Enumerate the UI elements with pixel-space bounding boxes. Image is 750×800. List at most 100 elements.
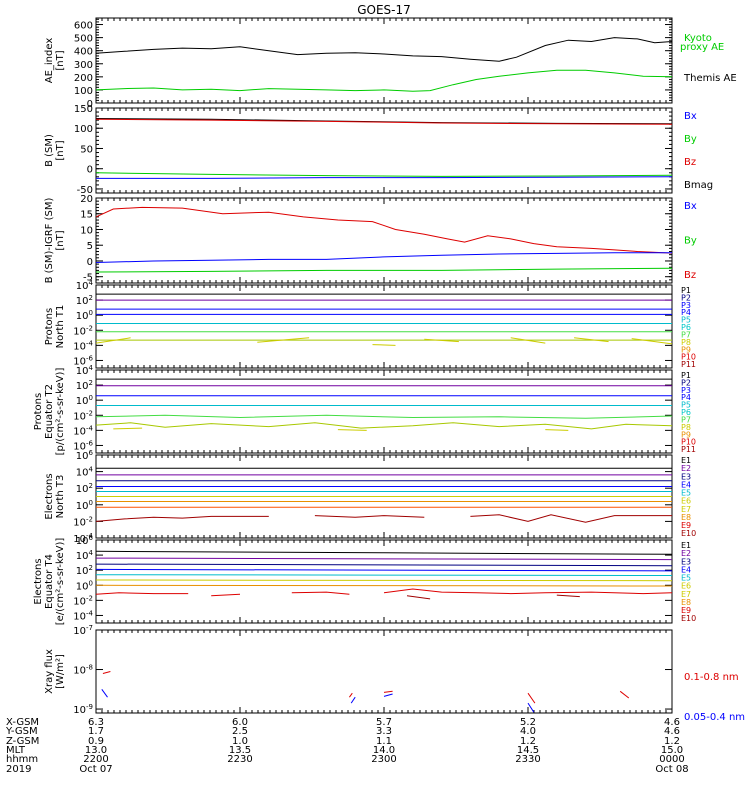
panel-3: 20 15 10 5 0 -5 B (SM)-IGRF (SM) [nT] Bx By Bz	[44, 194, 697, 284]
y-axis-label: Protons	[44, 308, 55, 345]
legend-label: P10	[681, 353, 696, 362]
series-segment	[510, 337, 546, 344]
series-segment	[383, 693, 393, 697]
panel-frame	[95, 369, 673, 454]
series-segment	[470, 514, 672, 523]
y-axis-label: [W/m²]	[55, 654, 66, 689]
legend-label: E6	[681, 582, 691, 591]
x-axis-row-label: Y-GSM	[5, 726, 38, 737]
legend-label: E9	[681, 606, 691, 615]
x-axis-value: 4.6	[664, 717, 680, 728]
y-axis-label: Protons	[33, 393, 44, 430]
y-tick-label: 10-4	[73, 424, 93, 437]
x-axis-row-label: MLT	[6, 745, 26, 756]
legend-label: Bmag	[684, 180, 713, 191]
legend-label: E3	[681, 557, 691, 566]
y-tick-label: 100	[76, 309, 93, 322]
y-axis-label: Equator T4	[44, 554, 55, 609]
y-axis-label: Xray flux	[44, 649, 55, 694]
series-segment	[574, 337, 609, 343]
y-axis-label: [nT]	[55, 50, 66, 70]
y-tick-label: 100	[74, 86, 93, 97]
y-tick-label: 300	[74, 60, 93, 71]
series-line	[95, 206, 673, 254]
y-tick-label: 10-8	[73, 664, 93, 677]
legend-label: E5	[681, 489, 691, 498]
y-tick-label: 10	[80, 225, 93, 236]
series-segment	[556, 594, 580, 598]
legend-label: E9	[681, 521, 691, 530]
series-segment	[527, 702, 535, 713]
y-tick-label: 104	[76, 364, 94, 377]
x-axis-value: 14.5	[517, 745, 539, 756]
figure-title: GOES-17	[357, 3, 411, 17]
series-segment	[424, 338, 459, 343]
legend-label: P7	[681, 330, 691, 339]
series-line	[95, 557, 673, 561]
y-tick-label: 106	[76, 534, 94, 547]
series-line	[95, 267, 673, 273]
y-tick-label: 500	[74, 34, 93, 45]
y-axis-label: Electrons	[44, 473, 55, 519]
legend-label: P11	[681, 445, 696, 454]
y-tick-label: 400	[74, 47, 93, 58]
panel-frame	[95, 107, 673, 194]
series-segment	[383, 588, 673, 595]
y-axis-label: [nT]	[55, 230, 66, 250]
series-segment	[257, 337, 310, 343]
legend-label: E1	[681, 541, 691, 550]
y-axis-label: Electrons	[33, 558, 44, 604]
legend-label: E2	[681, 549, 691, 558]
x-axis-value: 15.0	[661, 745, 683, 756]
legend-label: P5	[681, 401, 691, 410]
legend-label: P2	[681, 293, 691, 302]
legend-label: E7	[681, 590, 691, 599]
series-segment	[545, 429, 569, 431]
y-axis-label: [e/(cm²-s-sr-keV)]	[55, 538, 66, 626]
series-line	[95, 568, 673, 572]
x-axis-value: 5.7	[376, 717, 392, 728]
x-axis-value: 2200	[83, 754, 108, 765]
y-tick-label: -50	[77, 185, 93, 196]
legend-label: E8	[681, 598, 691, 607]
legend-label: E5	[681, 574, 691, 583]
y-axis-label: B (SM)-IGRF (SM)	[44, 198, 55, 284]
y-tick-label: 10-2	[73, 409, 93, 422]
x-axis-value: 14.0	[373, 745, 395, 756]
x-axis-ephemeris-table: X-GSMY-GSMZ-GSMMLThhmm20196.31.70.913.02…	[5, 717, 689, 775]
legend-label: 0.05-0.4 nm	[684, 712, 745, 723]
panel-frame	[95, 629, 673, 714]
legend-label: P6	[681, 323, 691, 332]
x-axis-value: 13.5	[229, 745, 251, 756]
legend-label: P10	[681, 438, 696, 447]
legend-label: E7	[681, 505, 691, 514]
y-tick-label: 0	[87, 165, 93, 176]
y-tick-label: 5	[87, 241, 93, 252]
legend-label: Bz	[684, 270, 696, 281]
legend-label: Bx	[684, 111, 697, 122]
series-segment	[631, 338, 673, 345]
panel-7: 106 104 102 100 10-2 10-4 Electrons Equator T4[…	[33, 534, 696, 625]
y-tick-label: 10-2	[73, 594, 93, 607]
series-line	[95, 550, 673, 555]
legend-label: P9	[681, 345, 691, 354]
panel-8: 10-7 10-8 10-9 Xray flux [W/m²] 0.1-0.8 nm 0.0…	[44, 624, 745, 723]
legend-label: E2	[681, 464, 691, 473]
x-axis-row-label: X-GSM	[6, 717, 39, 728]
y-tick-label: 600	[74, 21, 93, 32]
y-tick-label: 104	[76, 549, 94, 562]
y-tick-label: 15	[80, 210, 93, 221]
legend-label: P5	[681, 316, 691, 325]
panel-frame	[95, 284, 673, 369]
legend-label: P6	[681, 408, 691, 417]
y-tick-label: 10-2	[73, 515, 93, 528]
legend-label: P7	[681, 415, 691, 424]
x-axis-row-label: 2019	[6, 764, 31, 775]
x-axis-value: 1.7	[88, 726, 104, 737]
legend-label: E6	[681, 497, 691, 506]
y-axis-label: [nT]	[55, 140, 66, 160]
series-line	[95, 69, 673, 92]
series-segment	[337, 429, 367, 431]
